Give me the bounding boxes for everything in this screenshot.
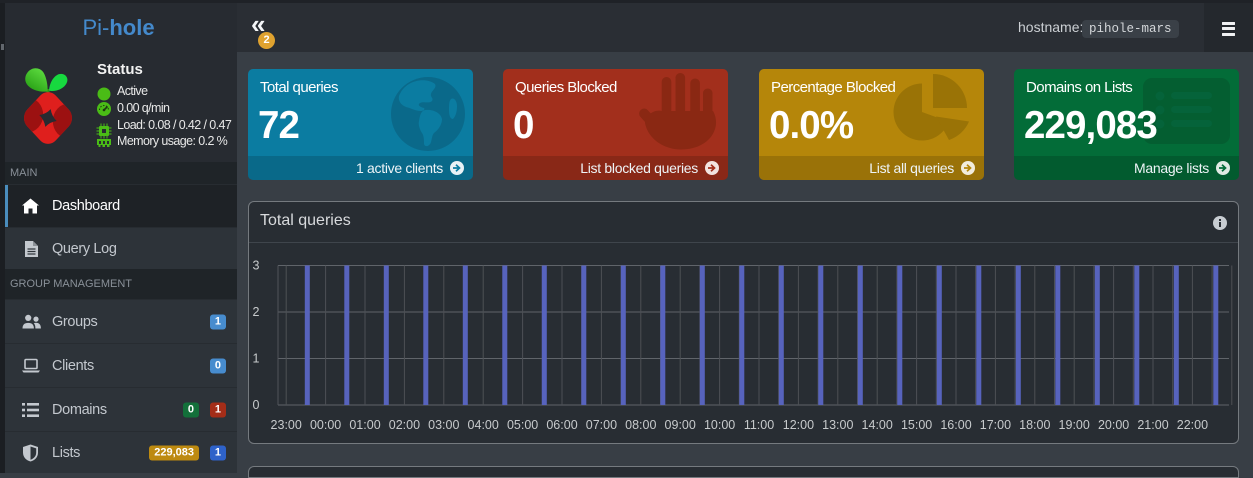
svg-text:11:00: 11:00	[744, 418, 774, 432]
svg-text:23:00: 23:00	[271, 418, 302, 432]
svg-text:19:00: 19:00	[1059, 418, 1090, 432]
svg-text:13:00: 13:00	[822, 418, 853, 432]
svg-text:08:00: 08:00	[625, 418, 656, 432]
svg-text:18:00: 18:00	[1019, 418, 1050, 432]
svg-text:01:00: 01:00	[349, 418, 380, 432]
svg-text:07:00: 07:00	[586, 418, 617, 432]
svg-text:06:00: 06:00	[546, 418, 577, 432]
svg-text:15:00: 15:00	[901, 418, 932, 432]
svg-text:22:00: 22:00	[1177, 418, 1208, 432]
svg-text:12:00: 12:00	[783, 418, 814, 432]
svg-text:02:00: 02:00	[389, 418, 420, 432]
svg-text:21:00: 21:00	[1137, 418, 1168, 432]
svg-text:10:00: 10:00	[704, 418, 735, 432]
svg-text:04:00: 04:00	[468, 418, 499, 432]
svg-text:1: 1	[253, 352, 260, 366]
svg-text:03:00: 03:00	[428, 418, 459, 432]
svg-text:14:00: 14:00	[862, 418, 893, 432]
svg-text:2: 2	[253, 305, 260, 319]
svg-text:16:00: 16:00	[940, 418, 971, 432]
svg-text:09:00: 09:00	[665, 418, 696, 432]
svg-text:0: 0	[253, 398, 260, 412]
svg-text:05:00: 05:00	[507, 418, 538, 432]
svg-text:00:00: 00:00	[310, 418, 341, 432]
svg-text:17:00: 17:00	[980, 418, 1011, 432]
svg-text:3: 3	[253, 259, 260, 273]
svg-text:20:00: 20:00	[1098, 418, 1129, 432]
